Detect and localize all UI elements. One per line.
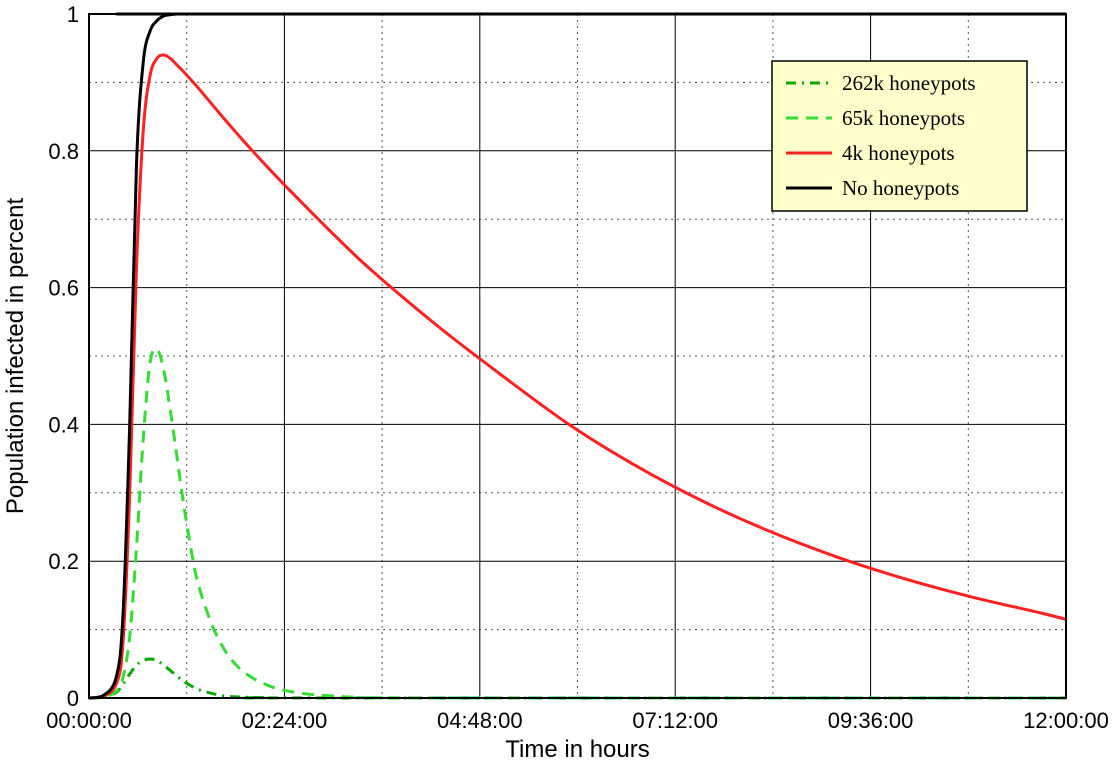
x-tick-label: 07:12:00 (632, 708, 718, 733)
x-tick-label: 04:48:00 (437, 708, 523, 733)
x-tick-label: 12:00:00 (1023, 708, 1109, 733)
y-tick-label: 0.4 (48, 412, 79, 437)
x-tick-label: 00:00:00 (46, 708, 132, 733)
legend-label: 4k honeypots (842, 141, 955, 165)
series-line-1 (88, 347, 1067, 700)
y-tick-label: 0 (67, 686, 79, 711)
y-tick-label: 0.2 (48, 549, 79, 574)
plot-frame (88, 13, 1067, 699)
series-line-2 (88, 53, 1067, 700)
legend-label: No honeypots (842, 176, 959, 200)
y-axis-label: Population infected in percent (2, 198, 29, 515)
legend-box (771, 60, 1028, 212)
x-tick-label: 09:36:00 (828, 708, 914, 733)
legend: 262k honeypots 65k honeypots 4k honeypots N… (771, 60, 1028, 212)
legend-label: 262k honeypots (842, 71, 976, 95)
y-tick-label: 0.6 (48, 276, 79, 301)
legend-label: 65k honeypots (842, 106, 965, 130)
x-axis-label: Time in hours (505, 736, 650, 761)
tick-labels: 00:00:00 02:24:00 04:48:00 07:12:00 09:36:00… (46, 2, 1109, 733)
x-tick-label: 02:24:00 (242, 708, 328, 733)
y-tick-label: 1 (67, 2, 79, 27)
y-tick-label: 0.8 (48, 139, 79, 164)
